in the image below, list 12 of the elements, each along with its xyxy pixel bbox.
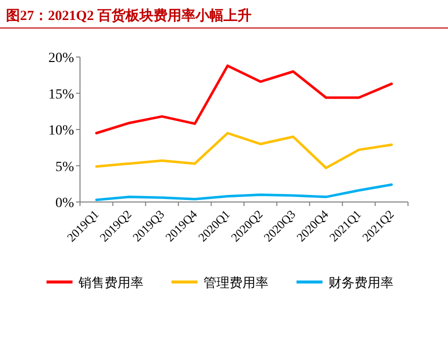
legend-label: 销售费用率 — [78, 275, 144, 290]
y-tick-label: 5% — [55, 160, 74, 175]
line-series — [95, 64, 393, 134]
y-tick-label: 10% — [48, 124, 74, 138]
legend-label: 管理费用率 — [204, 275, 268, 290]
y-tick-label: 0% — [55, 196, 74, 211]
line-series — [95, 132, 393, 170]
line-series — [95, 183, 393, 202]
legend-label: 财务费用率 — [328, 275, 394, 290]
y-tick-label: 20% — [48, 51, 74, 66]
y-tick-label: 15% — [48, 87, 74, 102]
chart-title: 图27：2021Q2 百货板块费用率小幅上升 — [6, 7, 252, 24]
